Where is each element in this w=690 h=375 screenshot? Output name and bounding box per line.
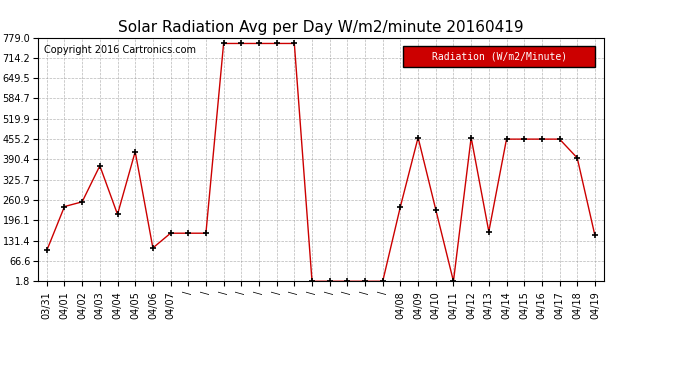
Text: Radiation (W/m2/Minute): Radiation (W/m2/Minute) [431,51,566,62]
Title: Solar Radiation Avg per Day W/m2/minute 20160419: Solar Radiation Avg per Day W/m2/minute … [118,20,524,35]
Text: Copyright 2016 Cartronics.com: Copyright 2016 Cartronics.com [43,45,195,55]
FancyBboxPatch shape [403,46,595,67]
